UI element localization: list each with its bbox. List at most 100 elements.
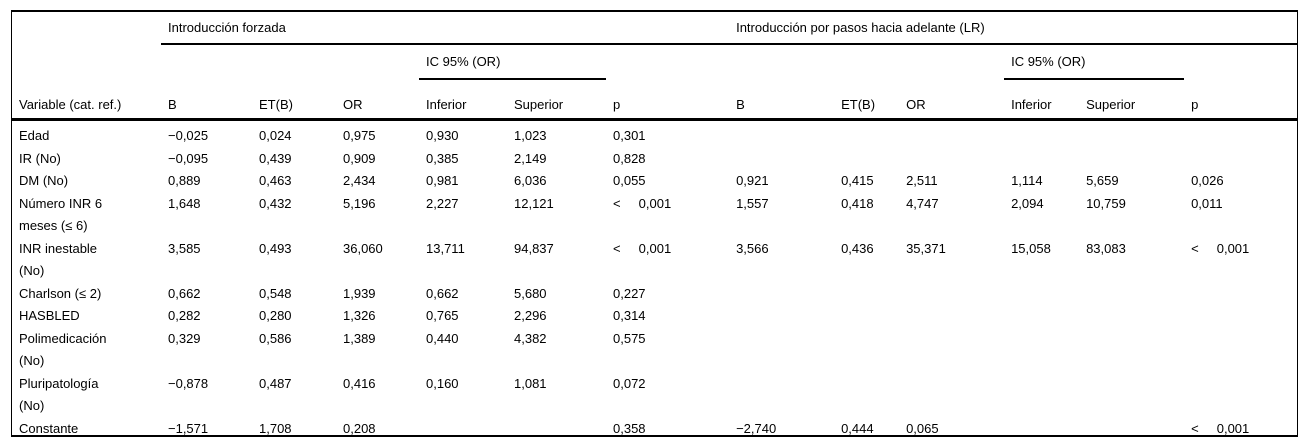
table-header: Introducción forzada Introducción por pa… xyxy=(12,12,1297,121)
cell-forced-b: 1,648 xyxy=(168,195,201,211)
cell-forced-inferior: 0,981 xyxy=(426,173,459,188)
cell-forced-inferior: 0,662 xyxy=(426,285,459,301)
cell-stepwise-etb xyxy=(834,328,899,373)
table-row: DM (No) 0,889 0,463 2,434 0,981 6,036 0,… xyxy=(12,170,1297,193)
cell-forced-superior: 6,036 xyxy=(514,173,547,188)
table-row: Pluripatología (No) −0,878 0,487 0,416 0… xyxy=(12,373,1297,418)
table-row: Polimedicación (No) 0,329 0,586 1,389 0,… xyxy=(12,328,1297,373)
cell-forced-p: 0,828 xyxy=(613,150,646,166)
cell-forced-p: 0,358 xyxy=(613,420,646,436)
cell-forced-superior: 12,121 xyxy=(514,195,554,211)
cell-forced-p: 0,055 xyxy=(613,173,646,188)
cell-stepwise-superior xyxy=(1079,328,1184,373)
group-header-stepwise-entry: Introducción por pasos hacia adelante (L… xyxy=(729,12,1297,45)
cell-stepwise-b xyxy=(729,148,834,171)
cell-stepwise-or xyxy=(899,283,1004,306)
cell-stepwise-superior xyxy=(1079,418,1184,436)
cell-stepwise-inferior: 1,114 xyxy=(1011,173,1043,188)
cell-forced-superior: 94,837 xyxy=(514,240,554,256)
cell-stepwise-or xyxy=(899,305,1004,328)
cell-stepwise-or xyxy=(899,373,1004,418)
cell-stepwise-inferior xyxy=(1004,373,1079,418)
cell-stepwise-or xyxy=(899,148,1004,171)
col-header-superior-stepwise: Superior xyxy=(1079,79,1185,121)
cell-stepwise-b xyxy=(729,120,834,148)
cell-stepwise-inferior: 15,058 xyxy=(1011,240,1051,256)
cell-forced-p: 0,575 xyxy=(613,330,646,346)
cell-stepwise-p xyxy=(1184,120,1297,148)
cell-stepwise-inferior xyxy=(1004,120,1079,148)
ci-spacer xyxy=(729,44,1004,79)
cell-stepwise-b xyxy=(729,328,834,373)
cell-forced-b: −1,571 xyxy=(168,420,209,436)
col-header-or-forced: OR xyxy=(336,79,419,121)
cell-forced-etb: 0,586 xyxy=(259,330,292,346)
col-header-p-forced: p xyxy=(606,79,730,121)
cell-stepwise-etb: 0,415 xyxy=(841,173,874,188)
cell-stepwise-p xyxy=(1184,373,1297,418)
cell-forced-etb: 0,439 xyxy=(259,150,292,166)
cell-stepwise-p: < 0,001 xyxy=(1191,420,1250,436)
cell-stepwise-b xyxy=(729,283,834,306)
cell-forced-superior: 4,382 xyxy=(514,330,547,346)
cell-forced-inferior: 0,930 xyxy=(426,128,459,143)
table-row: Charlson (≤ 2) 0,662 0,548 1,939 0,662 5… xyxy=(12,283,1297,306)
cell-stepwise-superior xyxy=(1079,373,1184,418)
cell-forced-etb: 0,432 xyxy=(259,195,292,211)
ci-spacer xyxy=(1184,44,1297,79)
ci-spacer xyxy=(12,44,161,79)
cell-forced-b: 0,889 xyxy=(168,173,201,188)
table-body: Edad −0,025 0,024 0,975 0,930 1,023 0,30… xyxy=(12,120,1297,436)
cell-stepwise-b: 1,557 xyxy=(736,195,769,211)
cell-forced-inferior: 13,711 xyxy=(426,240,465,256)
cell-forced-or: 1,939 xyxy=(343,285,376,301)
cell-stepwise-superior: 5,659 xyxy=(1086,173,1119,188)
cell-forced-p: < 0,001 xyxy=(613,195,672,211)
cell-stepwise-or: 2,511 xyxy=(906,173,938,188)
cell-stepwise-inferior xyxy=(1004,328,1079,373)
cell-forced-inferior: 2,227 xyxy=(426,195,459,211)
cell-variable: INR inestable (No) xyxy=(19,240,98,279)
cell-stepwise-inferior: 2,094 xyxy=(1011,195,1044,211)
cell-stepwise-etb xyxy=(834,148,899,171)
cell-variable: Edad xyxy=(19,128,50,143)
table-row: INR inestable (No) 3,585 0,493 36,060 13… xyxy=(12,238,1297,283)
cell-forced-p: 0,314 xyxy=(613,308,646,323)
table-row: Constante −1,571 1,708 0,208 0,358 −2,74… xyxy=(12,418,1297,436)
cell-forced-etb: 0,493 xyxy=(259,240,292,256)
cell-stepwise-b xyxy=(729,373,834,418)
cell-forced-p: 0,301 xyxy=(613,128,646,143)
group-header-forced-entry: Introducción forzada xyxy=(161,12,730,45)
col-header-etb-stepwise: ET(B) xyxy=(834,79,900,121)
ci-header-row: IC 95% (OR) IC 95% (OR) xyxy=(12,44,1297,80)
cell-forced-or: 1,389 xyxy=(343,330,376,346)
cell-variable: Polimedicación (No) xyxy=(19,330,107,369)
cell-stepwise-or xyxy=(899,120,1004,148)
cell-forced-etb: 0,280 xyxy=(259,308,292,323)
cell-forced-superior: 2,149 xyxy=(514,150,547,166)
cell-stepwise-p: 0,011 xyxy=(1191,195,1223,211)
cell-stepwise-etb xyxy=(834,283,899,306)
cell-stepwise-b: 0,921 xyxy=(736,173,769,188)
col-header-p-stepwise: p xyxy=(1184,79,1297,121)
cell-forced-superior: 1,081 xyxy=(514,375,547,391)
cell-forced-or: 0,416 xyxy=(343,375,376,391)
ci-spacer xyxy=(606,44,729,79)
regression-table: Introducción forzada Introducción por pa… xyxy=(12,12,1297,436)
cell-forced-superior xyxy=(507,418,606,436)
group-header-spacer xyxy=(12,12,161,44)
cell-stepwise-etb xyxy=(834,373,899,418)
col-header-b-forced: B xyxy=(161,79,252,121)
cell-stepwise-b xyxy=(729,305,834,328)
cell-stepwise-p xyxy=(1184,328,1297,373)
cell-stepwise-p xyxy=(1184,305,1297,328)
ci-header-stepwise: IC 95% (OR) xyxy=(1004,44,1185,80)
cell-forced-or: 36,060 xyxy=(343,240,383,256)
column-header-row: Variable (cat. ref.) B ET(B) OR Inferior… xyxy=(12,79,1297,121)
cell-forced-etb: 0,024 xyxy=(259,128,292,143)
cell-stepwise-b: 3,566 xyxy=(736,240,769,256)
cell-forced-b: −0,095 xyxy=(168,150,209,166)
cell-stepwise-p: 0,026 xyxy=(1191,173,1224,188)
cell-stepwise-or: 4,747 xyxy=(906,195,939,211)
